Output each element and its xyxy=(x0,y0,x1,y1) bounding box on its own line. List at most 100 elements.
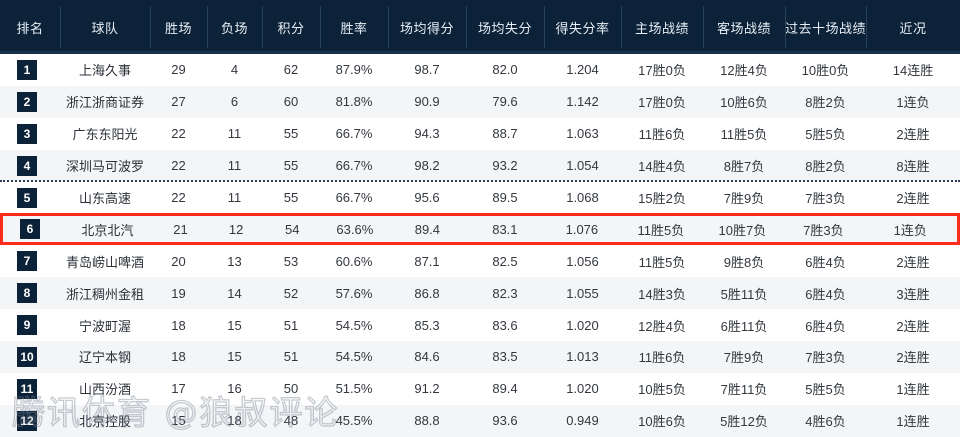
cell-rank: 2 xyxy=(0,86,60,118)
cell-team[interactable]: 上海久事 xyxy=(78,63,131,79)
cell-team[interactable]: 山西汾酒 xyxy=(78,382,131,398)
column-header-away-record[interactable]: 客场战绩 xyxy=(703,0,785,54)
cell-away-record: 9胜8负 xyxy=(723,254,765,270)
cell-win-rate: 57.6% xyxy=(335,285,373,301)
column-header-home-record[interactable]: 主场战绩 xyxy=(621,0,703,54)
cell-team[interactable]: 北京北汽 xyxy=(81,222,134,238)
cell-team[interactable]: 北京控股 xyxy=(78,414,131,430)
column-header-wins[interactable]: 胜场 xyxy=(150,0,207,54)
cell-team[interactable]: 宁波町渥 xyxy=(78,318,131,334)
table-row[interactable]: 3 广东东阳光 22 11 55 66.7% 94.3 88.7 1.063 11胜6负 11胜5负… xyxy=(0,117,960,150)
cell-points: 55 xyxy=(283,190,299,205)
cell-last-ten: 7胜3负 xyxy=(805,350,846,366)
column-header-rank[interactable]: 排名 xyxy=(16,20,44,36)
table-row[interactable]: 5 山东高速 22 11 55 66.7% 95.6 89.5 1.068 15胜2负 7胜9负 7胜… xyxy=(0,181,960,214)
cell-team[interactable]: 青岛崂山啤酒 xyxy=(65,254,144,270)
cell-last-ten: 8胜2负 xyxy=(805,95,846,111)
cell-point-ratio: 1.142 xyxy=(566,94,599,110)
cell-wins: 22 xyxy=(171,126,186,142)
cell-points: 51 xyxy=(283,349,299,365)
cell-home-record: 11胜6负 xyxy=(638,350,686,366)
table-row[interactable]: 11 山西汾酒 17 16 50 51.5% 91.2 89.4 1.020 10胜5负 7胜11负… xyxy=(0,372,960,405)
cell-team[interactable]: 广东东阳光 xyxy=(72,127,138,143)
cell-losses: 15 xyxy=(227,317,242,333)
cell-team[interactable]: 辽宁本钢 xyxy=(78,350,131,366)
cell-win-rate: 60.6% xyxy=(335,253,373,269)
cell-streak: 2连胜 xyxy=(896,350,930,366)
column-header-point-ratio[interactable]: 得失分率 xyxy=(544,0,621,54)
cell-rank: 4 xyxy=(0,150,60,182)
cell-wins: 22 xyxy=(171,190,186,205)
table-row[interactable]: 1 上海久事 29 4 62 87.9% 98.7 82.0 1.204 17胜0负 12胜4负 10… xyxy=(0,54,960,86)
table-row[interactable]: 10 辽宁本钢 18 15 51 54.5% 84.6 83.5 1.013 11胜6负 7胜9负 7… xyxy=(0,341,960,373)
cell-losses: 11 xyxy=(227,190,242,205)
cell-rank: 12 xyxy=(0,405,60,437)
cell-points: 55 xyxy=(283,126,299,142)
table-row[interactable]: 9 宁波町渥 18 15 51 54.5% 85.3 83.6 1.020 12胜4负 6胜11负 6… xyxy=(0,309,960,342)
cell-rank: 10 xyxy=(0,341,60,373)
cell-rank: 8 xyxy=(0,277,60,309)
rank-badge: 5 xyxy=(17,187,37,208)
cell-win-rate: 51.5% xyxy=(335,381,373,397)
cell-points-allowed-per-game: 93.2 xyxy=(492,158,518,174)
cell-rank: 11 xyxy=(0,373,60,405)
column-header-team[interactable]: 球队 xyxy=(60,0,150,54)
column-header-win-rate[interactable]: 胜率 xyxy=(320,0,388,54)
cell-team[interactable]: 浙江浙商证券 xyxy=(65,95,144,111)
cell-points-allowed-per-game: 83.5 xyxy=(492,349,518,365)
cell-rank: 6 xyxy=(3,216,63,242)
column-header-points-allowed-per-game[interactable]: 场均失分 xyxy=(466,0,544,54)
column-header-losses[interactable]: 负场 xyxy=(207,0,262,54)
cell-last-ten: 5胜5负 xyxy=(805,382,846,398)
column-header-last-ten[interactable]: 过去十场战绩 xyxy=(785,0,866,54)
table-body: 1 上海久事 29 4 62 87.9% 98.7 82.0 1.204 17胜0负 12胜4负 10… xyxy=(0,54,960,437)
cell-rank: 7 xyxy=(0,245,60,277)
column-header-points-per-game[interactable]: 场均得分 xyxy=(388,0,466,54)
column-header-streak[interactable]: 近况 xyxy=(866,0,960,54)
table-row[interactable]: 6 北京北汽 21 12 54 63.6% 89.4 83.1 1.076 11胜5负 10胜7负 7… xyxy=(0,213,960,246)
cell-win-rate: 66.7% xyxy=(335,158,373,174)
cell-away-record: 7胜9负 xyxy=(723,350,765,366)
table-row[interactable]: 2 浙江浙商证券 27 6 60 81.8% 90.9 79.6 1.142 17胜0负 10胜6负… xyxy=(0,85,960,118)
rank-badge: 10 xyxy=(17,346,37,367)
cell-losses: 16 xyxy=(227,381,242,397)
cell-home-record: 14胜4负 xyxy=(638,159,686,175)
cell-points: 54 xyxy=(285,221,300,237)
cell-point-ratio: 0.949 xyxy=(566,413,599,429)
cell-win-rate: 81.8% xyxy=(335,94,373,110)
cell-team[interactable]: 深圳马可波罗 xyxy=(65,159,144,175)
cell-away-record: 5胜11负 xyxy=(720,286,768,302)
cell-team[interactable]: 浙江稠州金租 xyxy=(65,286,144,302)
cell-last-ten: 6胜4负 xyxy=(805,254,846,270)
cell-last-ten: 7胜3负 xyxy=(803,222,844,238)
cell-point-ratio: 1.068 xyxy=(566,190,599,205)
cell-losses: 18 xyxy=(227,413,242,429)
rank-badge: 1 xyxy=(17,59,37,80)
cell-streak: 1连胜 xyxy=(896,414,930,430)
cell-last-ten: 5胜5负 xyxy=(805,127,846,143)
column-header-points[interactable]: 积分 xyxy=(262,0,320,54)
table-row[interactable]: 12 北京控股 15 18 48 45.5% 88.8 93.6 0.949 10胜6负 5胜12负… xyxy=(0,404,960,437)
cell-away-record: 10胜7负 xyxy=(718,222,767,238)
cell-wins: 18 xyxy=(171,349,186,365)
table-row[interactable]: 4 深圳马可波罗 22 11 55 66.7% 98.2 93.2 1.054 14胜4负 8胜7负… xyxy=(0,149,960,182)
cell-team[interactable]: 山东高速 xyxy=(78,191,131,206)
cell-win-rate: 66.7% xyxy=(335,126,373,142)
rank-badge: 3 xyxy=(17,123,37,144)
cell-away-record: 5胜12负 xyxy=(720,414,768,430)
cell-points-per-game: 91.2 xyxy=(414,381,440,397)
rank-badge: 12 xyxy=(17,410,37,431)
table-row[interactable]: 8 浙江稠州金租 19 14 52 57.6% 86.8 82.3 1.055 14胜3负 5胜11… xyxy=(0,277,960,310)
cell-points: 50 xyxy=(283,381,299,397)
cell-away-record: 11胜5负 xyxy=(720,127,768,143)
cell-points-allowed-per-game: 83.1 xyxy=(492,221,518,237)
cell-home-record: 17胜0负 xyxy=(638,63,686,79)
cell-losses: 11 xyxy=(227,126,242,142)
cell-win-rate: 45.5% xyxy=(335,413,373,429)
cell-home-record: 10胜6负 xyxy=(638,414,686,430)
table-row[interactable]: 7 青岛崂山啤酒 20 13 53 60.6% 87.1 82.5 1.056 11胜5负 9胜8负… xyxy=(0,245,960,278)
cell-wins: 29 xyxy=(171,62,186,78)
cell-last-ten: 7胜3负 xyxy=(805,191,846,206)
cell-points-per-game: 85.3 xyxy=(414,317,440,333)
